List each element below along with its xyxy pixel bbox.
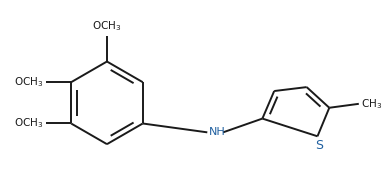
Text: S: S bbox=[315, 139, 323, 152]
Text: CH$_3$: CH$_3$ bbox=[361, 97, 382, 111]
Text: NH: NH bbox=[209, 127, 226, 137]
Text: OCH$_3$: OCH$_3$ bbox=[92, 19, 122, 33]
Text: OCH$_3$: OCH$_3$ bbox=[14, 117, 44, 130]
Text: OCH$_3$: OCH$_3$ bbox=[14, 75, 44, 89]
